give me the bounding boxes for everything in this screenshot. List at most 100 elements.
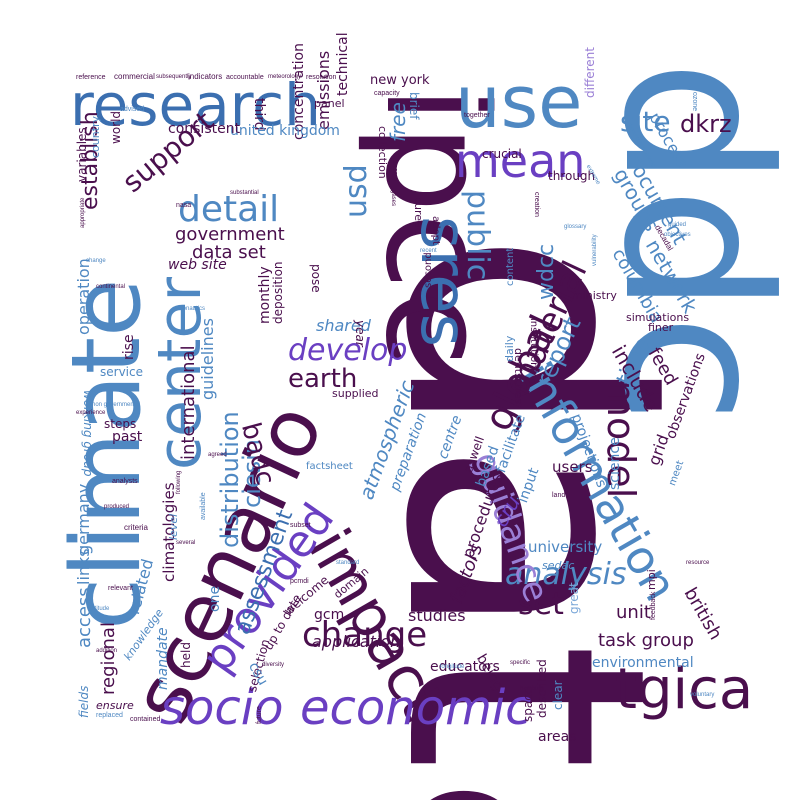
word-areas: areas — [538, 729, 577, 745]
word-level: level — [167, 513, 180, 540]
word-resource: resource — [686, 560, 710, 566]
word-web-site: web site — [168, 257, 227, 273]
word-free: free — [386, 102, 410, 142]
word-research: research — [70, 71, 321, 139]
word-world: world — [109, 110, 123, 144]
word-reference: reference — [76, 74, 106, 81]
word-mean: mean — [455, 134, 586, 188]
word-brief: brief — [407, 92, 421, 120]
word-application: application — [312, 632, 401, 651]
word-international: international — [178, 345, 199, 460]
word-country: country — [89, 115, 102, 158]
word-criteria: criteria — [124, 523, 149, 532]
word-energy: energy — [391, 160, 398, 182]
word-indicators: indicators — [188, 72, 223, 81]
word-together: together — [464, 112, 490, 119]
word-advised: advised — [120, 106, 145, 113]
word-institutions: institutions — [528, 318, 539, 374]
word-appropriate: appropriate — [80, 197, 86, 228]
word-guidelines: guidelines — [198, 318, 217, 400]
word-bureau: bureau — [412, 196, 425, 235]
word-operation: operation — [74, 258, 93, 335]
word-contained: contained — [130, 716, 161, 723]
word-educators: educators — [430, 659, 500, 675]
word-germany: germany — [74, 483, 93, 555]
word-mpi: mpi — [645, 569, 658, 590]
word-objectives: objectives — [664, 232, 691, 238]
word-gcm: gcm — [314, 607, 345, 623]
word-year: year — [353, 320, 367, 347]
word-subset: subset — [290, 522, 311, 529]
word-panel: panel — [314, 97, 345, 110]
word-service: service — [100, 365, 143, 379]
word-mandate: mandate — [155, 627, 171, 690]
word-produced: produced — [104, 504, 130, 510]
word-great: great — [567, 582, 581, 614]
word-public: public — [460, 190, 495, 281]
word-through: through — [548, 169, 596, 183]
word-science: science — [607, 437, 623, 490]
word-relevant: relevant — [108, 585, 133, 592]
word-ngo: non governmental — [92, 402, 141, 408]
word-replaced: replaced — [96, 712, 123, 719]
word-change: change — [302, 615, 428, 655]
word-deposition: deposition — [271, 261, 285, 324]
word-hamburg: hamburg — [520, 686, 544, 692]
word-shared: shared — [316, 316, 371, 335]
word-factsheet: factsheet — [306, 461, 353, 472]
word-detail: detail — [178, 189, 280, 230]
word-wdcc: wdcc — [534, 243, 559, 300]
word-standard: standard — [336, 560, 360, 566]
word-analysts: analysts — [112, 478, 138, 485]
word-resolution: resolution — [306, 74, 337, 81]
word-longitude: longitude — [440, 664, 465, 670]
word-tgica: tgica — [615, 657, 754, 722]
word-nasa: nasa — [176, 202, 192, 209]
word-technical: technical — [335, 32, 351, 96]
word-one: one — [207, 585, 223, 612]
word-monthly: monthly — [257, 266, 273, 324]
word-data-set: data set — [192, 242, 266, 263]
word-studies: studies — [408, 606, 466, 625]
word-ensure: ensure — [96, 699, 134, 712]
word-fields: fields — [77, 685, 91, 718]
word-pcmdi: pcmdi — [290, 578, 309, 585]
word-crucial: crucial — [482, 147, 522, 161]
word-several: several — [176, 540, 196, 546]
word-simulations: simulations — [626, 311, 690, 324]
word-past: past — [112, 429, 143, 445]
word-emissions: emissions — [314, 50, 333, 130]
word-task-group: task group — [598, 630, 694, 651]
word-develop: develop — [288, 333, 408, 368]
word-accountable: accountable — [226, 74, 264, 81]
word-usd: usd — [339, 164, 374, 218]
word-ministry: ministry — [572, 289, 617, 302]
word-feedback: feedback — [650, 591, 657, 620]
word-addition: addition — [96, 648, 118, 654]
word-use: use — [455, 60, 583, 144]
word-specific: specific — [510, 660, 531, 666]
word-united-kingdom: united kingdom — [230, 123, 340, 139]
word-access: access — [74, 587, 95, 648]
word-analysis: analysis — [505, 557, 627, 592]
word-creation: creation — [533, 192, 540, 217]
word-variables: variables — [75, 127, 89, 182]
word-sedac: sedac — [542, 559, 575, 572]
word-voluntary: voluntary — [690, 692, 715, 698]
word-agreed: agreed — [208, 452, 227, 458]
word-new-york: new york — [370, 73, 430, 88]
word-glossary: glossary — [564, 224, 587, 230]
word-capacity: capacity — [374, 90, 400, 97]
word-unit: unit — [616, 602, 651, 623]
word-experience: experience — [76, 410, 106, 416]
word-diversity: diversity — [262, 662, 285, 668]
word-socio: socio — [160, 680, 284, 736]
word-regional: regional — [98, 622, 119, 695]
word-continental: continental — [96, 284, 126, 290]
word-second: second — [423, 252, 434, 288]
word-site: site — [620, 105, 671, 138]
word-economic: economic — [300, 680, 532, 736]
word-commercial: commercial — [114, 72, 155, 81]
word-rise: rise — [121, 334, 137, 360]
